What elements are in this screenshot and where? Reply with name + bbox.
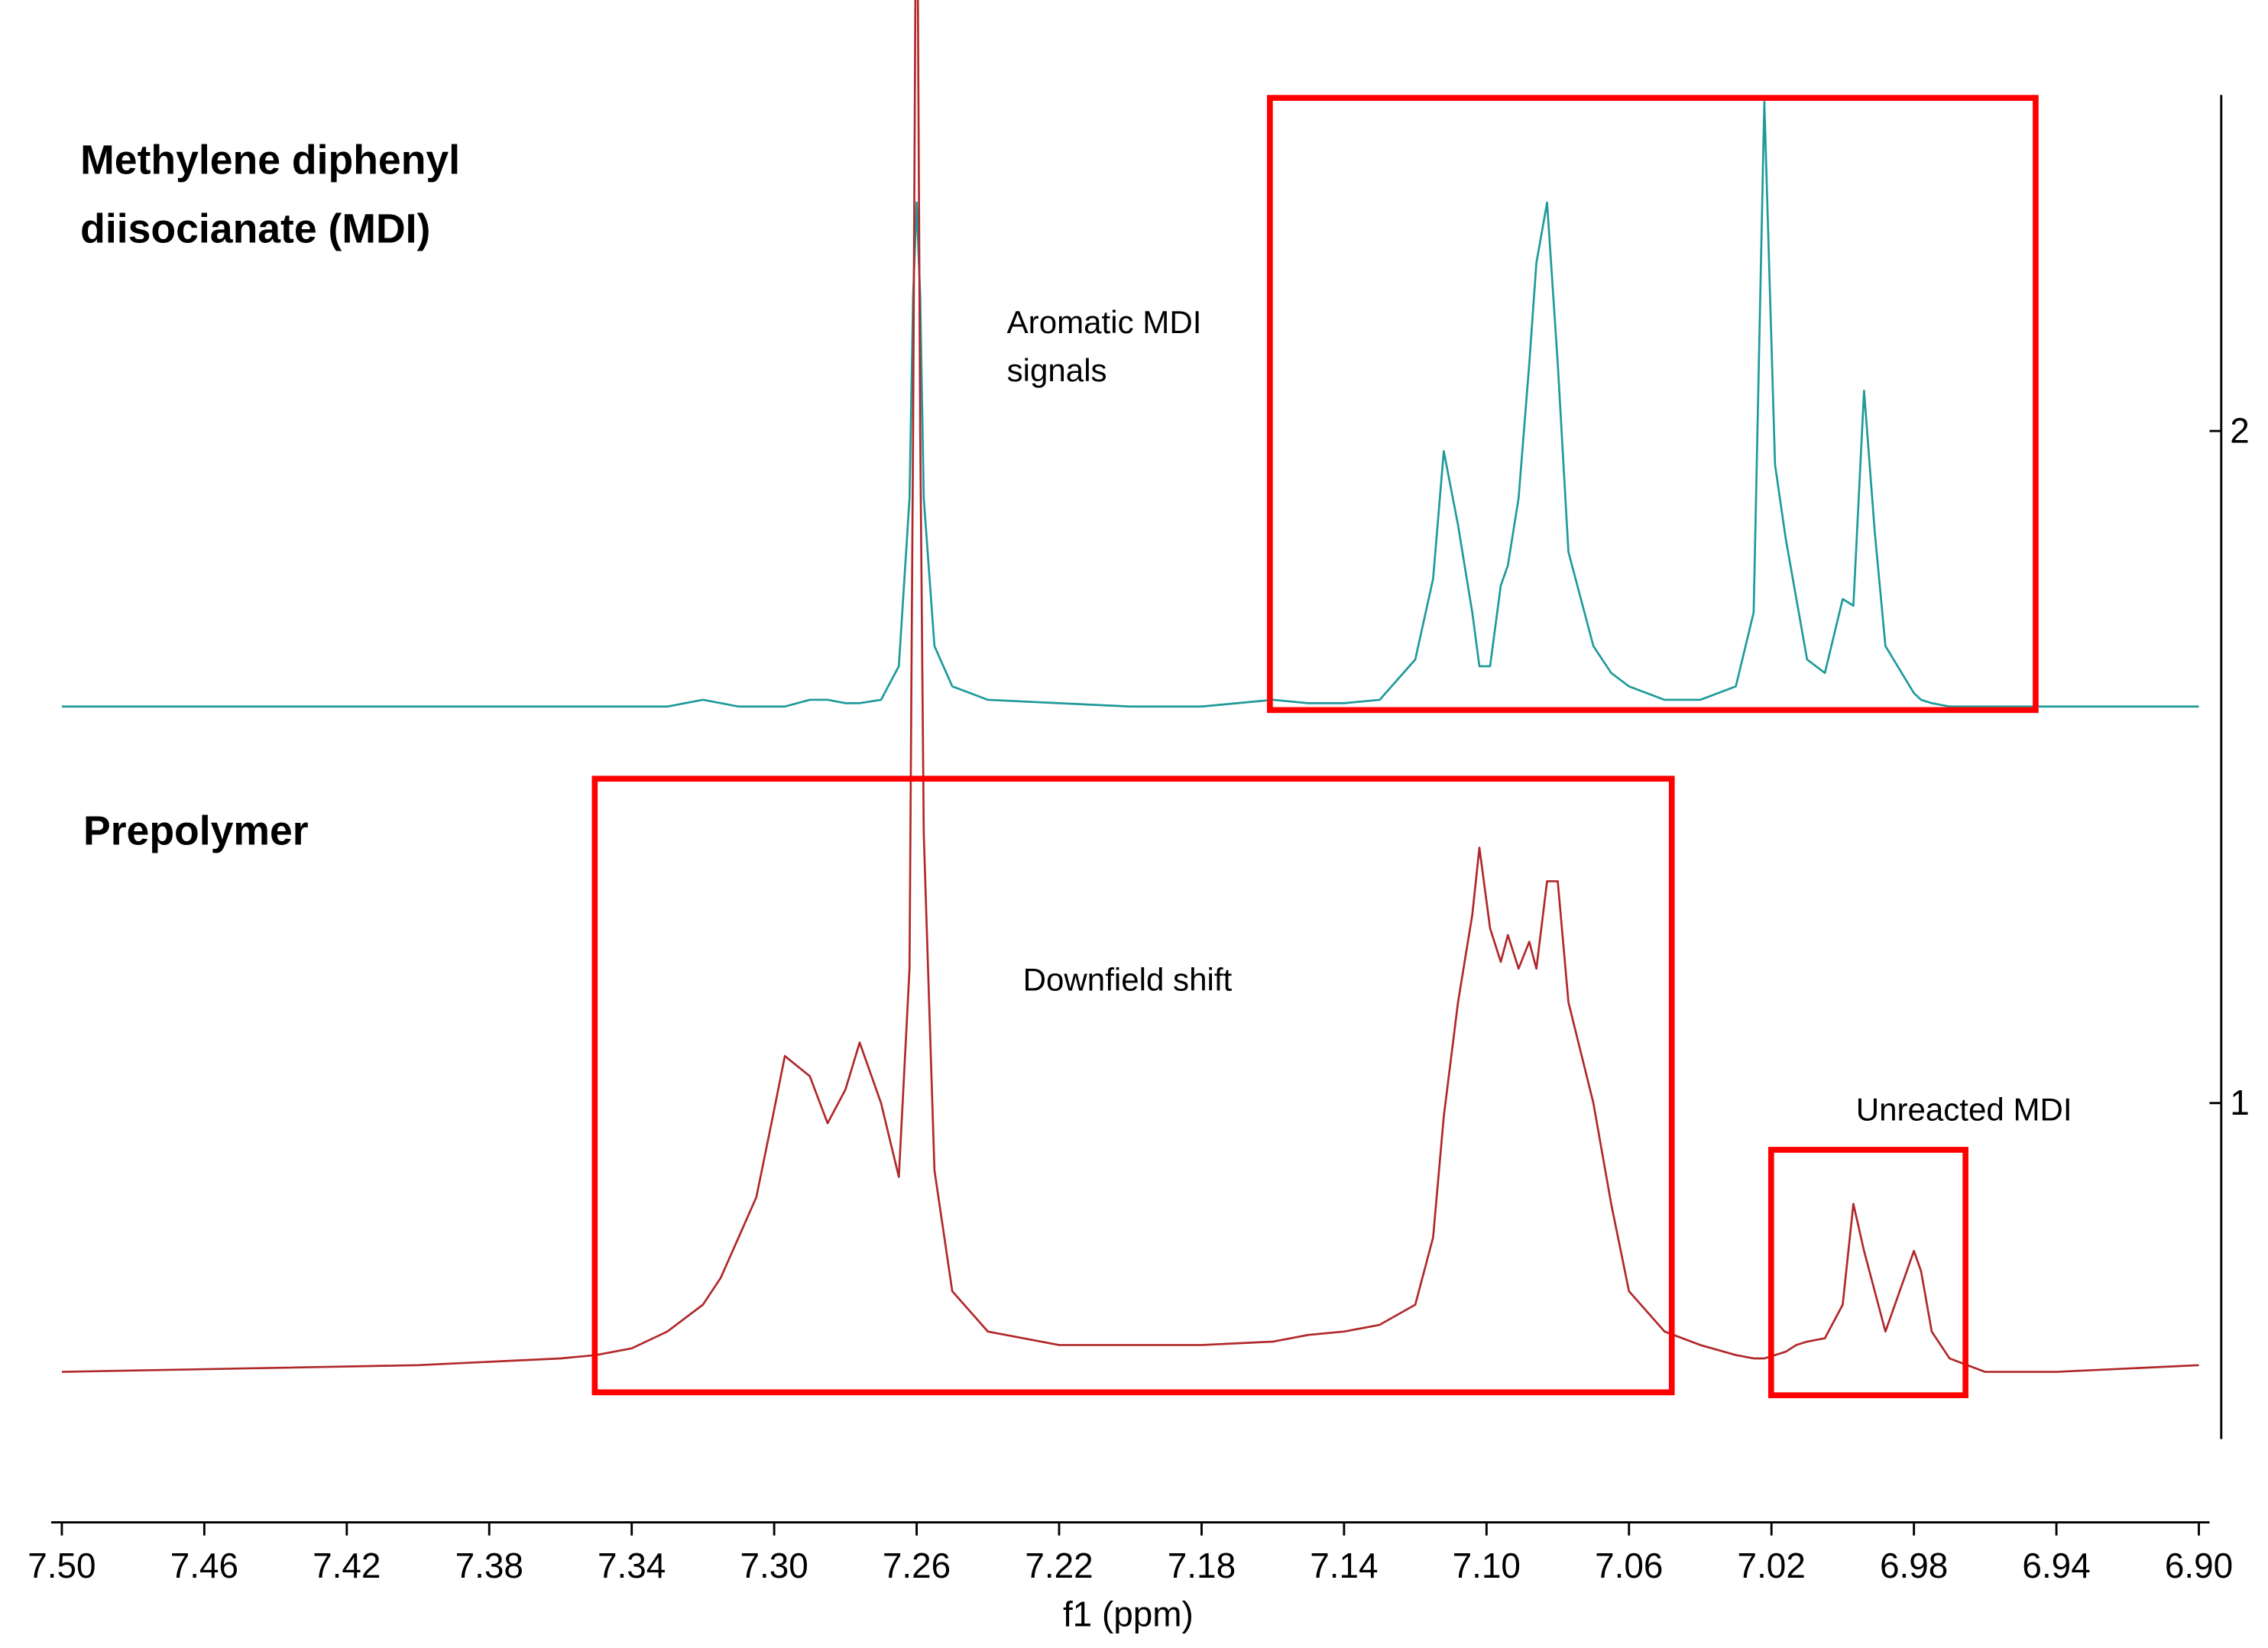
x-tick-label: 7.46 xyxy=(170,1546,238,1585)
x-tick-label: 6.94 xyxy=(2022,1546,2090,1585)
highlight-box xyxy=(591,775,1675,1396)
x-tick-label: 7.14 xyxy=(1310,1546,1378,1585)
x-axis-label: f1 (ppm) xyxy=(1063,1594,1194,1633)
x-tick-label: 7.02 xyxy=(1738,1546,1806,1585)
spectrum-line xyxy=(61,100,2199,708)
annotation: Unreacted MDI xyxy=(1856,1092,2072,1128)
x-tick-label: 7.18 xyxy=(1168,1546,1236,1585)
annotation: Aromatic MDI signals xyxy=(1006,303,1202,389)
x-tick-label: 7.06 xyxy=(1595,1546,1663,1585)
x-tick-label: 7.34 xyxy=(598,1546,666,1585)
series-label: Prepolymer xyxy=(83,808,309,853)
x-tick-label: 7.50 xyxy=(28,1546,96,1585)
x-tick-label: 7.10 xyxy=(1453,1546,1521,1585)
series-label: Methylene diphenyl diisocianate (MDI) xyxy=(80,137,461,251)
highlight-box xyxy=(1767,1147,1968,1399)
x-tick-label: 6.90 xyxy=(2165,1546,2233,1585)
plot: 7.50 7.46 7.42 7.38 7.34 7.30 7.26 7.22 7.18 7.14… xyxy=(28,0,2250,1585)
annotation: Downfield shift xyxy=(1023,961,1233,997)
x-tick-label: 7.30 xyxy=(740,1546,808,1585)
x-tick-label: 7.26 xyxy=(883,1546,951,1585)
x-tick-label: 7.42 xyxy=(313,1546,381,1585)
annotation-box: Aromatic MDI signals xyxy=(1006,303,1202,389)
spectrum-line xyxy=(61,0,2199,1373)
series-label-box: Methylene diphenyl diisocianate (MDI) xyxy=(80,137,461,251)
highlight-box xyxy=(1267,95,2039,714)
y-tick-label: 1 xyxy=(2230,1083,2250,1122)
x-tick-label: 7.38 xyxy=(455,1546,523,1585)
x-tick-label: 7.22 xyxy=(1025,1546,1093,1585)
x-tick-label: 6.98 xyxy=(1880,1546,1948,1585)
y-tick-label: 2 xyxy=(2230,410,2250,450)
